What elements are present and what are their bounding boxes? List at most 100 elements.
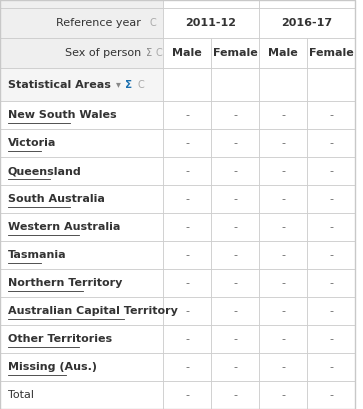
Bar xyxy=(211,297,259,325)
Bar xyxy=(259,68,307,101)
Bar xyxy=(211,325,259,353)
Bar xyxy=(259,353,307,381)
Text: New South Wales: New South Wales xyxy=(8,110,117,120)
Bar xyxy=(307,269,355,297)
Bar xyxy=(211,185,259,213)
Text: -: - xyxy=(329,166,333,176)
Text: Australian Capital Territory: Australian Capital Territory xyxy=(8,306,178,316)
Text: Other Territories: Other Territories xyxy=(8,334,112,344)
Bar xyxy=(0,185,163,213)
Text: Queensland: Queensland xyxy=(8,166,82,176)
Bar xyxy=(211,68,259,101)
Bar xyxy=(0,269,163,297)
Text: -: - xyxy=(329,250,333,260)
Text: -: - xyxy=(233,194,237,204)
Text: C: C xyxy=(150,18,156,28)
Text: Statistical Areas: Statistical Areas xyxy=(8,79,111,90)
Bar xyxy=(0,241,163,269)
Text: Reference year: Reference year xyxy=(56,18,141,28)
Text: -: - xyxy=(233,110,237,120)
Bar xyxy=(307,241,355,269)
Text: Tasmania: Tasmania xyxy=(8,250,67,260)
Text: -: - xyxy=(281,194,285,204)
Text: -: - xyxy=(233,306,237,316)
Bar xyxy=(211,269,259,297)
Bar xyxy=(163,213,211,241)
Text: -: - xyxy=(185,250,189,260)
Bar xyxy=(307,213,355,241)
Text: Σ: Σ xyxy=(146,48,152,58)
Bar xyxy=(211,38,259,68)
Bar xyxy=(259,0,355,8)
Text: 2011-12: 2011-12 xyxy=(185,18,237,28)
Text: -: - xyxy=(185,110,189,120)
Bar xyxy=(0,8,163,38)
Bar xyxy=(259,101,307,129)
Text: -: - xyxy=(233,222,237,232)
Text: -: - xyxy=(185,334,189,344)
Text: -: - xyxy=(329,194,333,204)
Text: -: - xyxy=(281,222,285,232)
Bar xyxy=(0,101,163,129)
Bar xyxy=(0,0,163,8)
Text: -: - xyxy=(185,166,189,176)
Bar xyxy=(211,101,259,129)
Bar xyxy=(259,213,307,241)
Bar xyxy=(259,129,307,157)
Bar xyxy=(211,381,259,409)
Text: -: - xyxy=(329,306,333,316)
Bar xyxy=(163,129,211,157)
Text: -: - xyxy=(281,362,285,372)
Bar xyxy=(307,185,355,213)
Text: C: C xyxy=(155,48,162,58)
Text: -: - xyxy=(233,334,237,344)
Bar xyxy=(307,381,355,409)
Bar xyxy=(0,325,163,353)
Bar xyxy=(163,353,211,381)
Text: -: - xyxy=(281,334,285,344)
Bar xyxy=(0,129,163,157)
Text: -: - xyxy=(233,138,237,148)
Bar xyxy=(307,129,355,157)
Bar xyxy=(163,325,211,353)
Text: -: - xyxy=(185,138,189,148)
Text: -: - xyxy=(329,110,333,120)
Bar xyxy=(259,38,307,68)
Bar xyxy=(259,185,307,213)
Text: -: - xyxy=(185,306,189,316)
Bar xyxy=(163,0,259,8)
Text: 2016-17: 2016-17 xyxy=(281,18,333,28)
Bar xyxy=(307,157,355,185)
Text: Male: Male xyxy=(268,48,298,58)
Bar xyxy=(163,381,211,409)
Text: -: - xyxy=(329,334,333,344)
Bar xyxy=(163,38,211,68)
Text: -: - xyxy=(233,278,237,288)
Bar xyxy=(211,129,259,157)
Bar xyxy=(211,213,259,241)
Text: -: - xyxy=(233,362,237,372)
Bar xyxy=(259,157,307,185)
Text: -: - xyxy=(185,362,189,372)
Bar xyxy=(307,38,355,68)
Text: -: - xyxy=(329,222,333,232)
Text: Male: Male xyxy=(172,48,202,58)
Bar xyxy=(0,381,163,409)
Bar xyxy=(0,297,163,325)
Bar xyxy=(307,297,355,325)
Text: -: - xyxy=(185,194,189,204)
Bar xyxy=(259,269,307,297)
Text: -: - xyxy=(281,110,285,120)
Text: Missing (Aus.): Missing (Aus.) xyxy=(8,362,97,372)
Text: Northern Territory: Northern Territory xyxy=(8,278,122,288)
Text: Σ: Σ xyxy=(126,79,132,90)
Bar xyxy=(307,353,355,381)
Text: -: - xyxy=(185,278,189,288)
Text: -: - xyxy=(281,278,285,288)
Bar xyxy=(163,269,211,297)
Text: -: - xyxy=(281,166,285,176)
Text: -: - xyxy=(329,362,333,372)
Text: -: - xyxy=(281,306,285,316)
Text: -: - xyxy=(233,390,237,400)
Text: Female: Female xyxy=(213,48,257,58)
